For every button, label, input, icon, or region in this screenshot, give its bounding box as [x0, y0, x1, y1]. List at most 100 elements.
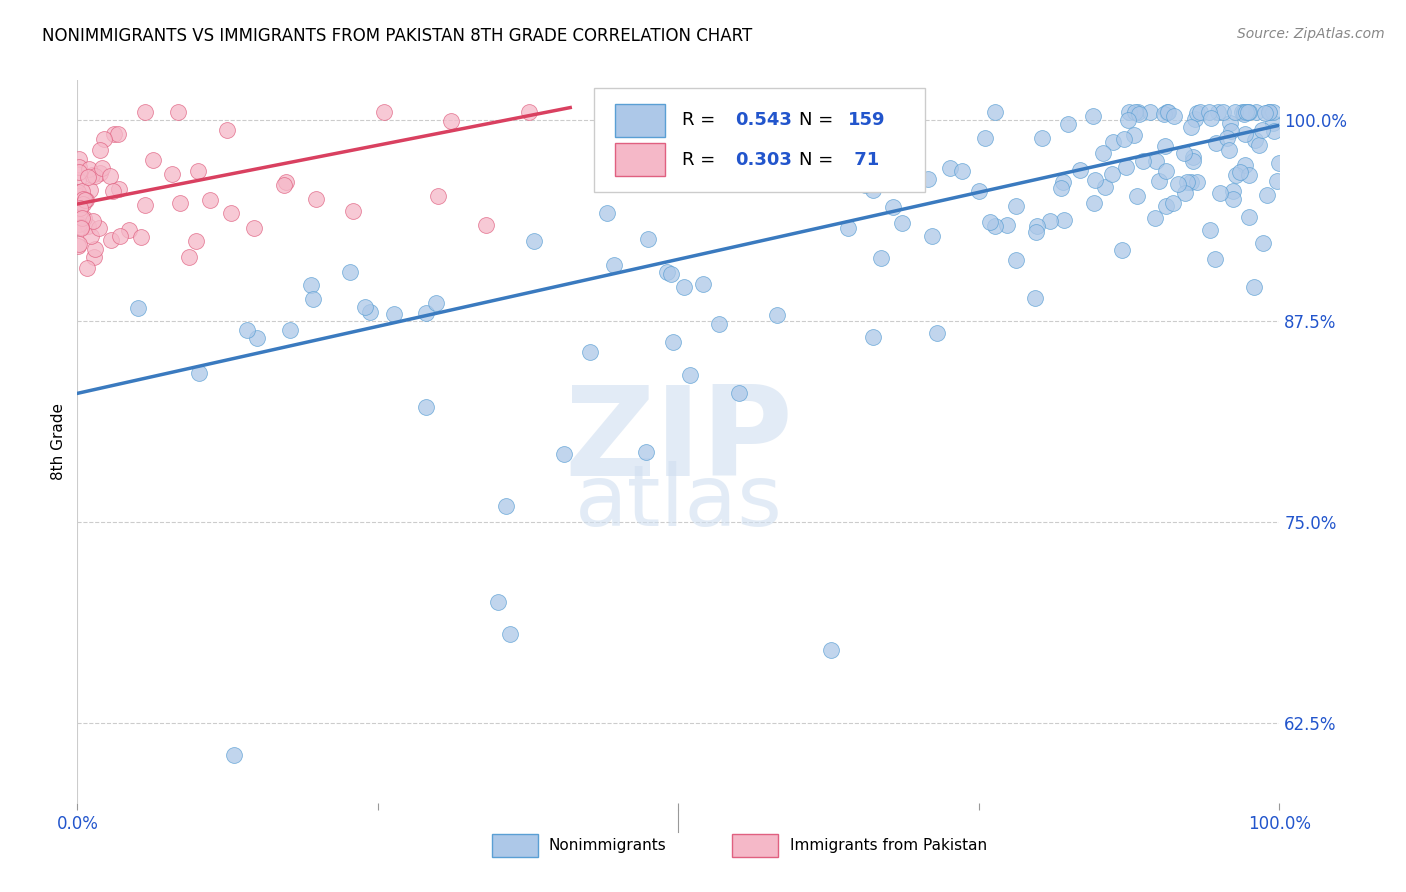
- Point: [1182, 154, 1205, 169]
- Point: [69, 210, 91, 224]
- FancyBboxPatch shape: [614, 104, 665, 136]
- Point: [127, 301, 149, 316]
- Point: [299, 277, 322, 292]
- Point: [1185, 175, 1208, 189]
- Point: [995, 218, 1018, 232]
- Point: [187, 164, 209, 178]
- Point: [1239, 168, 1261, 182]
- Point: [301, 292, 323, 306]
- Point: [1026, 219, 1049, 233]
- Point: [1101, 167, 1123, 181]
- Point: [1050, 180, 1073, 194]
- Point: [1246, 105, 1268, 120]
- Point: [67, 152, 90, 166]
- Point: [1174, 186, 1197, 200]
- Point: [76, 261, 98, 276]
- Point: [1188, 105, 1211, 120]
- Point: [1069, 163, 1091, 178]
- Point: [110, 229, 132, 244]
- Point: [1198, 105, 1220, 120]
- Point: [72, 196, 94, 211]
- Point: [1233, 158, 1256, 172]
- Point: [84, 169, 107, 184]
- Point: [273, 178, 295, 192]
- Point: [662, 334, 685, 349]
- Point: [1161, 195, 1184, 210]
- Point: [707, 317, 730, 331]
- Point: [1222, 184, 1244, 198]
- Point: [950, 164, 973, 178]
- Point: [100, 233, 122, 247]
- Point: [1116, 112, 1139, 127]
- Point: [1258, 105, 1281, 120]
- Point: [83, 242, 105, 256]
- Point: [67, 186, 90, 200]
- Point: [359, 304, 381, 318]
- Text: Source: ZipAtlas.com: Source: ZipAtlas.com: [1237, 27, 1385, 41]
- Point: [659, 268, 682, 282]
- Point: [851, 145, 873, 160]
- Point: [129, 230, 152, 244]
- Point: [236, 323, 259, 337]
- Text: 0.543: 0.543: [735, 111, 792, 129]
- Text: 0.303: 0.303: [735, 151, 792, 169]
- Text: ZIP: ZIP: [564, 381, 793, 502]
- Point: [243, 220, 266, 235]
- Point: [882, 200, 904, 214]
- Point: [98, 169, 121, 184]
- Point: [870, 252, 893, 266]
- Point: [425, 296, 447, 310]
- Point: [862, 183, 884, 197]
- Text: atlas: atlas: [575, 461, 782, 544]
- Point: [974, 130, 997, 145]
- Point: [637, 232, 659, 246]
- Point: [927, 326, 949, 341]
- Point: [1114, 132, 1136, 146]
- Point: [67, 237, 90, 252]
- Point: [495, 499, 517, 513]
- Point: [1229, 165, 1251, 179]
- Point: [1005, 199, 1028, 213]
- Point: [79, 183, 101, 197]
- Point: [1265, 173, 1288, 187]
- Point: [1154, 164, 1177, 178]
- Point: [1053, 213, 1076, 227]
- Point: [221, 206, 243, 220]
- Point: [1126, 189, 1149, 203]
- Point: [1251, 123, 1274, 137]
- Point: [1156, 105, 1178, 120]
- Point: [77, 161, 100, 176]
- Point: [1230, 105, 1253, 120]
- Point: [865, 170, 887, 185]
- Point: [179, 250, 201, 264]
- Point: [1205, 136, 1227, 150]
- Point: [101, 184, 124, 198]
- Point: [169, 196, 191, 211]
- Point: [1243, 280, 1265, 294]
- Point: [1111, 243, 1133, 257]
- FancyBboxPatch shape: [614, 143, 665, 176]
- Point: [1239, 105, 1261, 120]
- Point: [1123, 105, 1146, 120]
- Point: [1115, 160, 1137, 174]
- Point: [305, 192, 328, 206]
- Point: [1253, 105, 1275, 120]
- Point: [91, 161, 114, 176]
- FancyBboxPatch shape: [595, 87, 925, 193]
- Point: [67, 188, 90, 202]
- Point: [70, 211, 93, 225]
- Point: [1123, 128, 1146, 143]
- Point: [82, 214, 104, 228]
- Point: [837, 220, 859, 235]
- Point: [1206, 105, 1229, 120]
- Point: [72, 194, 94, 208]
- Point: [967, 184, 990, 198]
- Point: [1234, 105, 1257, 120]
- Point: [1083, 196, 1105, 211]
- Point: [770, 151, 793, 165]
- Point: [93, 132, 115, 146]
- Text: NONIMMIGRANTS VS IMMIGRANTS FROM PAKISTAN 8TH GRADE CORRELATION CHART: NONIMMIGRANTS VS IMMIGRANTS FROM PAKISTA…: [42, 27, 752, 45]
- Point: [67, 165, 90, 179]
- Point: [69, 202, 91, 216]
- Point: [1084, 173, 1107, 187]
